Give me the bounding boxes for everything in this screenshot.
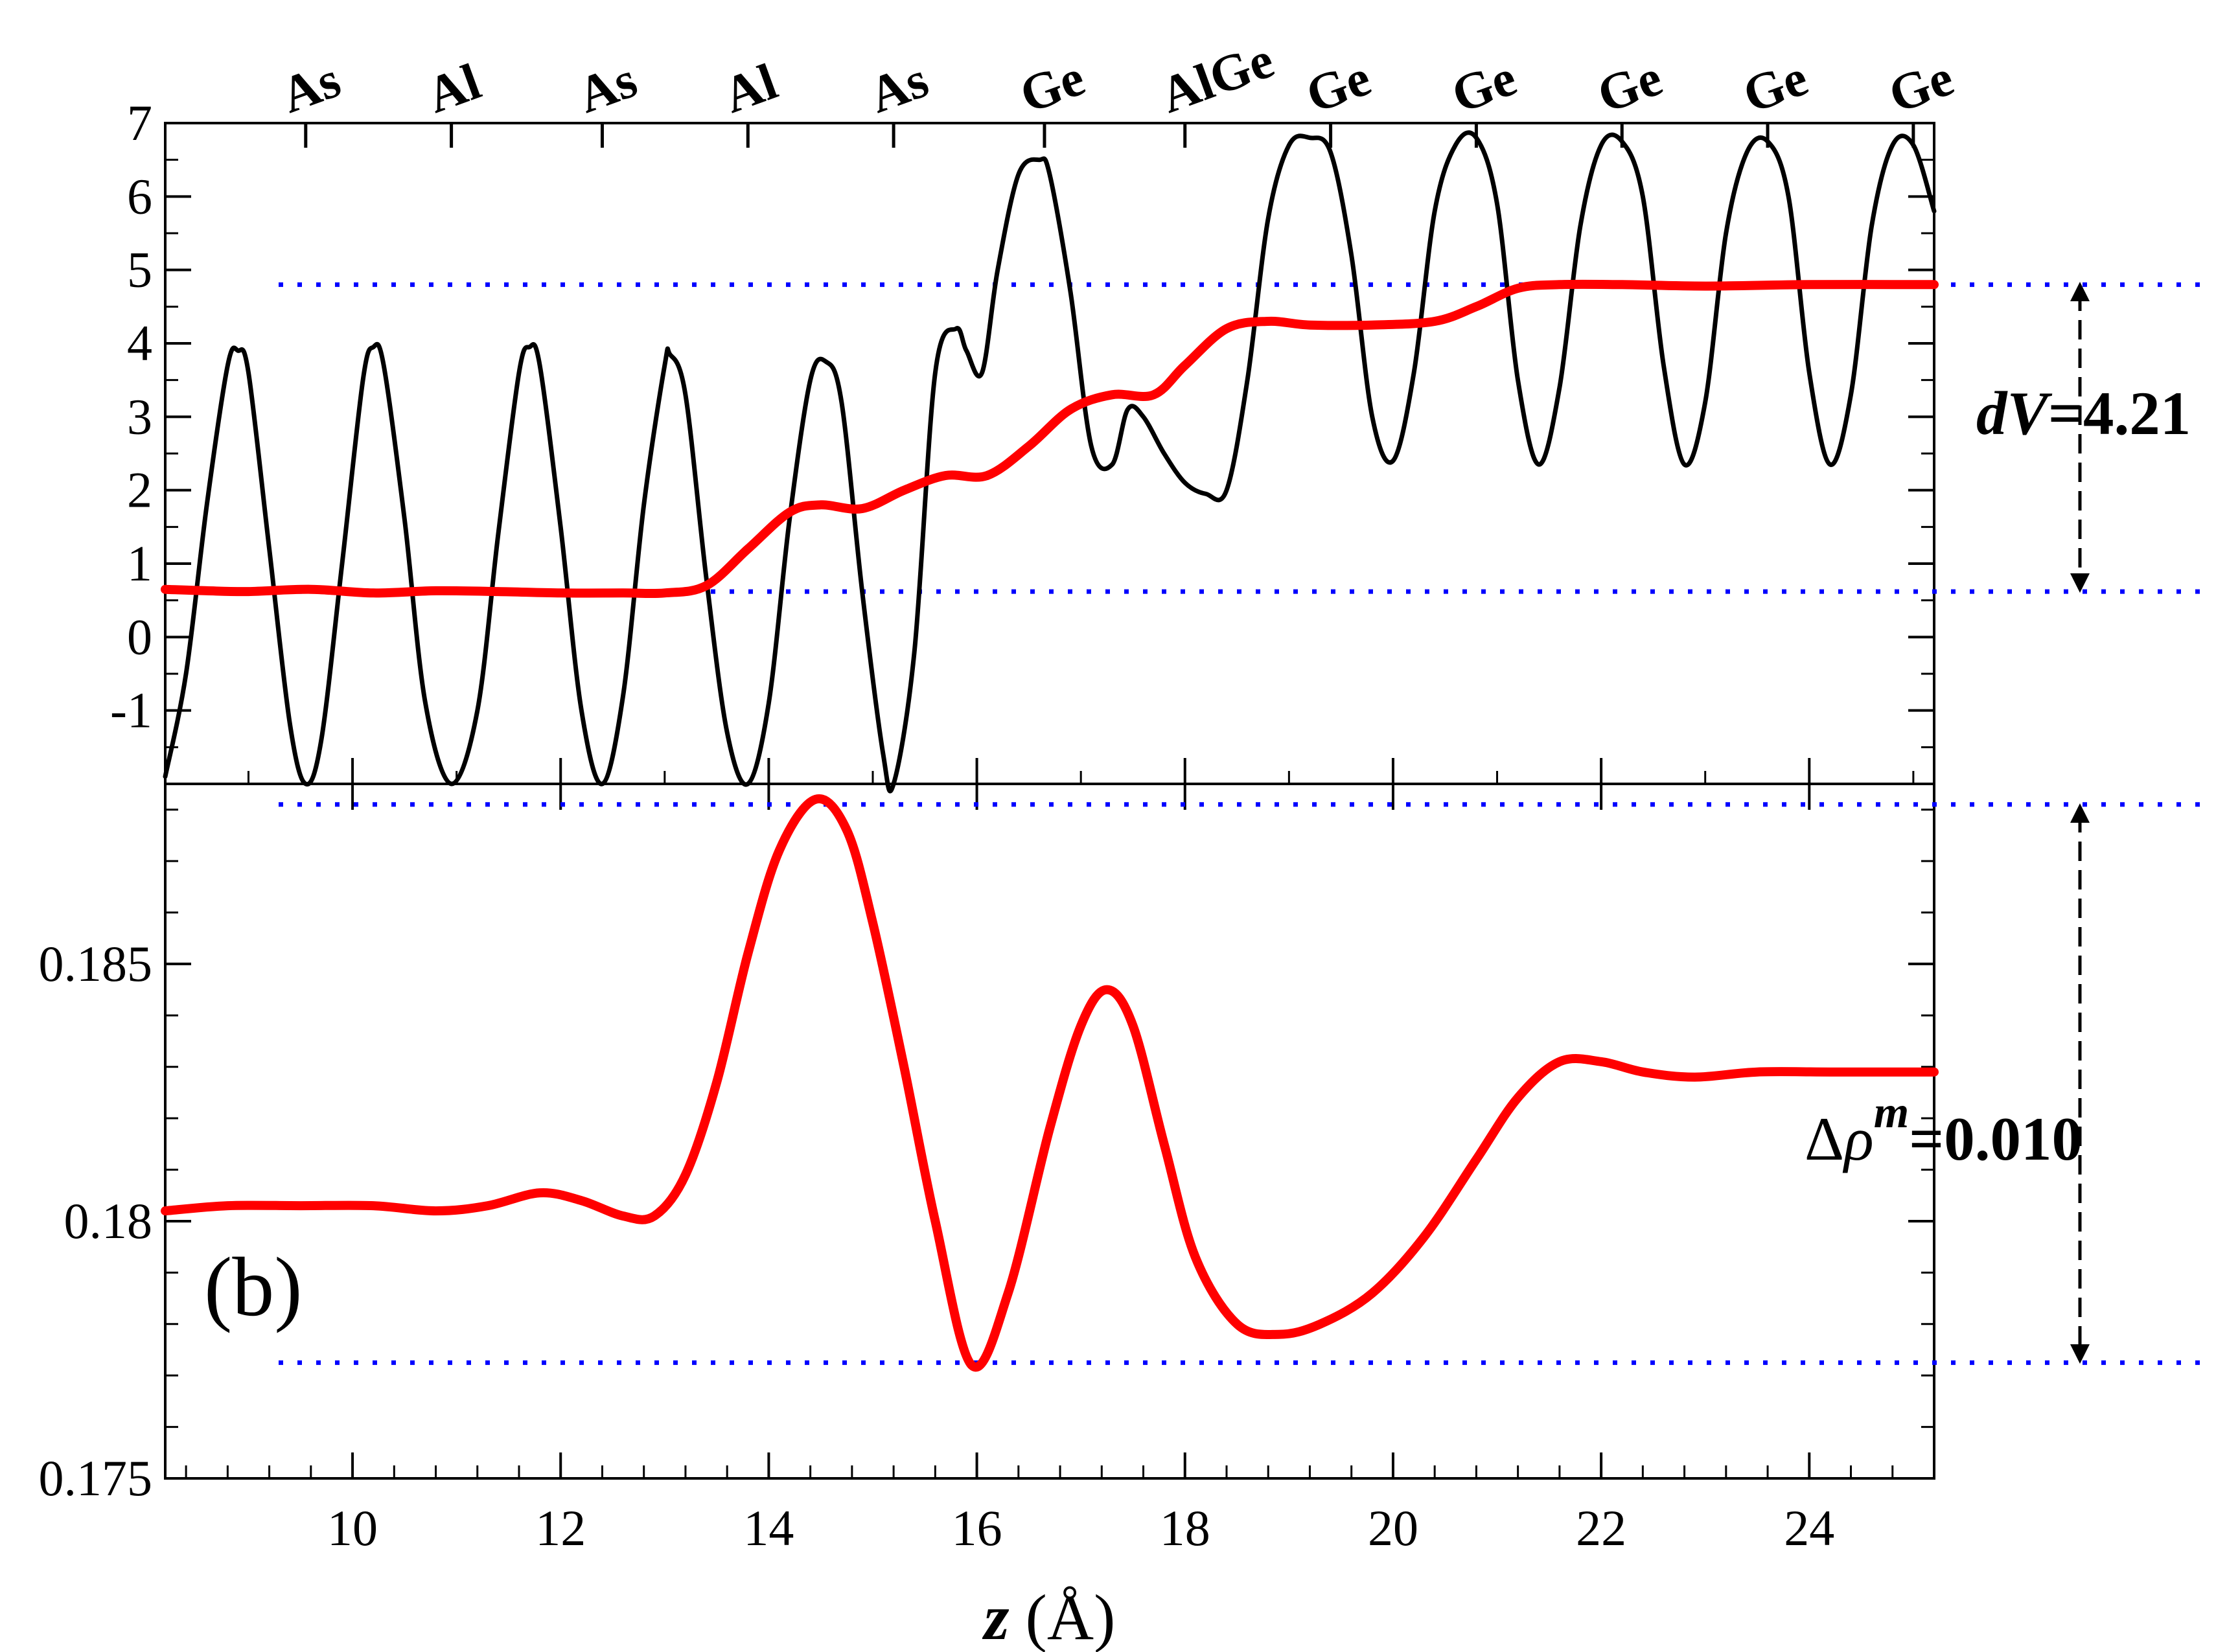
dv-value: =4.21 [2048,379,2191,448]
atom-label-ge: Ge [1736,49,1815,124]
bottom-y-tick-label: 0.18 [64,1193,153,1249]
top-series-red-line [161,279,1939,599]
top-y-tick-label: 3 [127,388,152,444]
atom-label-ge: Ge [1882,49,1961,124]
atom-label-al: Al [716,53,784,124]
top-y-tick-label: 5 [127,242,152,298]
x-axis-symbol: z [982,1581,1010,1652]
top-y-tick-label: 4 [127,315,152,371]
bottom-y-tick-label: 0.185 [39,935,153,992]
top-y-tick-label: 0 [127,608,152,665]
atom-labels: As Al As Al As Ge AlGe Ge Ge Ge Ge Ge [274,31,1961,124]
drho-superscript: m [1874,1088,1909,1138]
atom-label-alge: AlGe [1153,31,1281,124]
top-series-black-line [163,130,1937,794]
bottom-reference-lines [279,802,2200,1365]
atom-label-ge: Ge [1590,49,1669,124]
top-panel-series [161,130,1939,794]
x-axis-unit: (Å) [1010,1581,1116,1652]
atom-label-al: Al [420,53,488,124]
atom-label-as: As [862,51,936,124]
top-panel-frame [164,122,1935,785]
atom-label-as: As [571,51,645,124]
bottom-x-tick-label: 18 [1160,1500,1210,1556]
atom-label-as: As [274,51,348,124]
bottom-panel-frame [164,783,1935,1480]
dv-annotation: dV=4.21 [1976,379,2191,448]
bottom-x-tick-label: 12 [535,1500,586,1556]
bottom-x-tick-label: 22 [1576,1500,1626,1556]
bottom-y-tick-label: 0.175 [39,1450,153,1506]
drho-rho: ρ [1842,1105,1874,1173]
bottom-panel-series [161,794,1939,1372]
bottom-x-tick-label: 10 [327,1500,378,1556]
top-y-tick-label: 2 [127,462,152,518]
top-y-tick-label: -1 [110,682,152,739]
atom-label-ge: Ge [1299,49,1378,124]
drho-delta: Δ [1805,1105,1844,1173]
x-axis-label: z (Å) [982,1581,1116,1652]
atom-label-ge: Ge [1013,49,1092,124]
bottom-x-tick-label: 16 [952,1500,1002,1556]
drho-annotation: Δρm=0.010 [1805,1088,2083,1173]
drho-value: =0.010 [1909,1105,2083,1173]
atom-label-ge: Ge [1444,49,1523,124]
bottom-x-tick-label: 24 [1784,1500,1834,1556]
top-y-tick-label: 1 [127,535,152,591]
bottom-series-red-line [161,794,1939,1372]
bottom-x-tick-label: 20 [1368,1500,1418,1556]
top-panel-ticks: -1 0 1 2 3 4 5 6 7 [110,95,1934,784]
top-y-tick-label: 7 [127,95,152,151]
dv-symbol: dV [1976,379,2053,448]
top-y-tick-label: 6 [127,168,152,224]
panel-label: (b) [204,1241,303,1334]
bottom-panel-ticks: 0.175 0.18 0.185 10 12 14 16 18 20 22 24 [39,784,1935,1556]
bottom-x-tick-label: 14 [743,1500,794,1556]
